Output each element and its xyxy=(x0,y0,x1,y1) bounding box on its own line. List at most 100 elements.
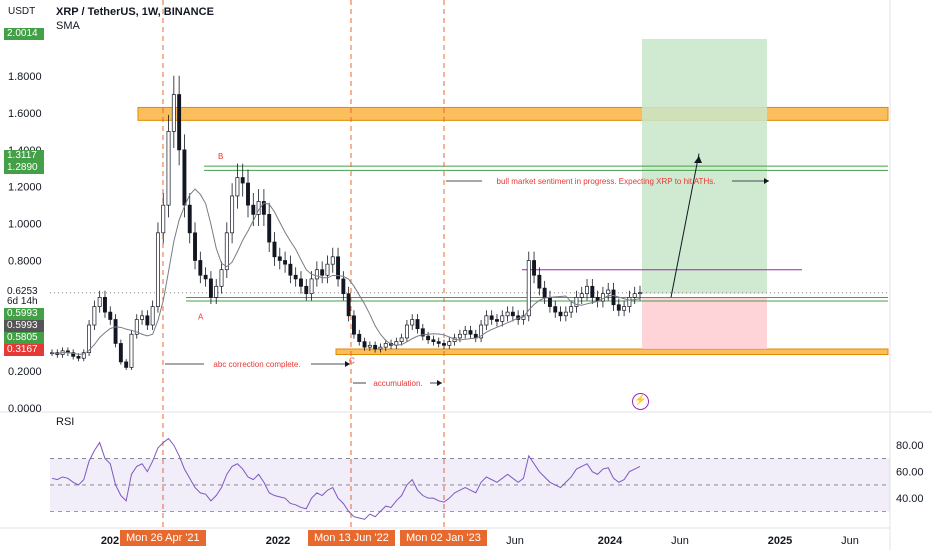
candle-body[interactable] xyxy=(399,337,404,342)
candle-body[interactable] xyxy=(442,343,446,346)
candle-body[interactable] xyxy=(103,297,107,313)
candle-body[interactable] xyxy=(140,315,145,320)
rsi-line[interactable] xyxy=(51,437,641,520)
candle-body[interactable] xyxy=(383,343,388,348)
lightning-icon[interactable]: ⚡ xyxy=(632,393,649,410)
candle-body[interactable] xyxy=(129,333,134,368)
candle-body[interactable] xyxy=(510,311,515,317)
candle-body[interactable] xyxy=(579,293,584,298)
sma-line[interactable] xyxy=(51,188,641,355)
candle-body[interactable] xyxy=(261,201,266,215)
candle-body[interactable] xyxy=(495,319,499,322)
candle-body[interactable] xyxy=(532,260,537,276)
candle-body[interactable] xyxy=(71,352,76,357)
candle-body[interactable] xyxy=(309,278,314,295)
candle-body[interactable] xyxy=(415,319,420,330)
candle-body[interactable] xyxy=(161,204,166,234)
candle-body[interactable] xyxy=(484,315,489,326)
candle-body[interactable] xyxy=(537,274,542,289)
candle-body[interactable] xyxy=(81,352,86,359)
candle-body[interactable] xyxy=(251,204,256,215)
candle-body[interactable] xyxy=(542,287,547,298)
rsi-indicator-label[interactable]: RSI xyxy=(56,416,75,428)
candle-body[interactable] xyxy=(182,149,187,206)
candle-body[interactable] xyxy=(431,339,436,342)
candle-body[interactable] xyxy=(553,306,558,313)
candle-body[interactable] xyxy=(373,344,378,350)
candle-body[interactable] xyxy=(563,311,568,317)
candle-body[interactable] xyxy=(638,292,642,295)
candle-body[interactable] xyxy=(547,297,552,307)
candle-body[interactable] xyxy=(526,260,531,317)
candle-body[interactable] xyxy=(246,182,250,206)
candle-body[interactable] xyxy=(558,311,563,317)
candle-body[interactable] xyxy=(108,311,113,320)
candle-body[interactable] xyxy=(632,293,637,298)
candle-body[interactable] xyxy=(76,356,81,359)
candle-body[interactable] xyxy=(145,315,150,326)
candle-body[interactable] xyxy=(574,297,579,307)
candle-body[interactable] xyxy=(198,260,203,276)
candle-body[interactable] xyxy=(569,306,574,313)
candle-body[interactable] xyxy=(336,256,341,280)
candle-body[interactable] xyxy=(611,289,616,306)
zone-resistance[interactable] xyxy=(137,106,889,121)
candle-body[interactable] xyxy=(314,269,319,280)
candle-body[interactable] xyxy=(320,269,325,276)
candle-body[interactable] xyxy=(113,319,118,344)
target-arrow[interactable] xyxy=(670,153,700,298)
candle-body[interactable] xyxy=(193,232,197,261)
candle-body[interactable] xyxy=(267,214,272,243)
candle-body[interactable] xyxy=(447,341,452,346)
candle-body[interactable] xyxy=(208,278,213,298)
candle-body[interactable] xyxy=(166,131,171,206)
candle-body[interactable] xyxy=(600,293,605,302)
candle-body[interactable] xyxy=(224,232,229,271)
candle-body[interactable] xyxy=(468,330,473,335)
candle-body[interactable] xyxy=(171,94,176,132)
candle-body[interactable] xyxy=(87,324,92,354)
candle-body[interactable] xyxy=(118,343,123,363)
candle-body[interactable] xyxy=(240,177,245,184)
candle-body[interactable] xyxy=(585,285,589,295)
candle-body[interactable] xyxy=(616,304,621,311)
candle-body[interactable] xyxy=(277,256,282,261)
candle-body[interactable] xyxy=(134,319,139,335)
candle-body[interactable] xyxy=(505,311,510,317)
candle-body[interactable] xyxy=(97,297,102,307)
candle-body[interactable] xyxy=(325,263,330,276)
candle-body[interactable] xyxy=(219,269,224,287)
candle-body[interactable] xyxy=(203,274,208,280)
candle-body[interactable] xyxy=(410,319,415,326)
candle-body[interactable] xyxy=(299,278,303,287)
candle-body[interactable] xyxy=(606,289,611,295)
candle-body[interactable] xyxy=(92,306,97,326)
candle-body[interactable] xyxy=(124,361,129,368)
candle-body[interactable] xyxy=(627,297,632,307)
sma-indicator-label[interactable]: SMA xyxy=(56,20,80,32)
zone-stop[interactable] xyxy=(642,297,767,349)
candle-body[interactable] xyxy=(404,324,409,339)
candle-body[interactable] xyxy=(214,285,219,298)
zone-support[interactable] xyxy=(335,348,889,356)
candle-body[interactable] xyxy=(272,241,277,258)
candle-body[interactable] xyxy=(357,333,362,342)
candle-body[interactable] xyxy=(150,306,155,326)
candle-body[interactable] xyxy=(304,285,309,295)
candle-body[interactable] xyxy=(330,256,335,265)
candle-body[interactable] xyxy=(177,94,182,151)
candle-body[interactable] xyxy=(341,278,346,295)
candle-body[interactable] xyxy=(622,306,627,311)
candle-body[interactable] xyxy=(293,274,298,280)
candle-body[interactable] xyxy=(590,285,595,298)
candle-body[interactable] xyxy=(155,232,160,307)
candle-body[interactable] xyxy=(187,204,192,234)
candle-body[interactable] xyxy=(351,315,356,335)
candle-body[interactable] xyxy=(457,333,462,339)
candle-body[interactable] xyxy=(479,324,484,339)
candle-body[interactable] xyxy=(426,335,431,341)
candle-body[interactable] xyxy=(230,195,235,234)
candle-body[interactable] xyxy=(235,177,240,197)
candle-body[interactable] xyxy=(283,260,288,265)
